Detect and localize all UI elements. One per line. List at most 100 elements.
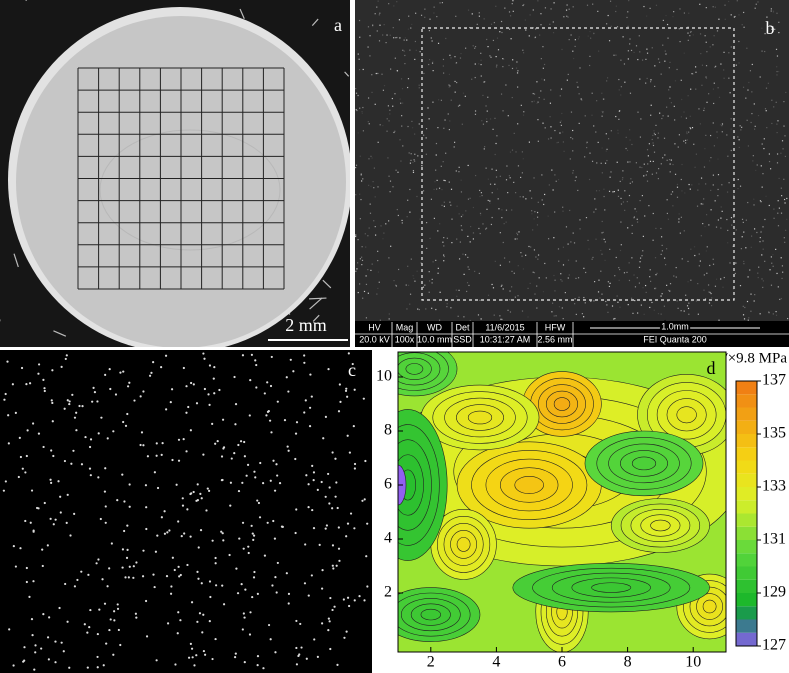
particle xyxy=(141,431,143,433)
speck xyxy=(764,219,765,220)
colorbar-band xyxy=(736,500,757,513)
speck xyxy=(612,191,613,192)
particle xyxy=(243,441,245,443)
speck xyxy=(461,180,462,181)
speck xyxy=(742,24,743,25)
speck xyxy=(609,286,610,287)
speck xyxy=(606,160,607,161)
speck xyxy=(410,294,411,295)
speck xyxy=(554,174,555,175)
speck xyxy=(617,162,618,163)
speck xyxy=(422,57,423,58)
speck xyxy=(782,265,783,266)
speck xyxy=(449,74,450,75)
speck xyxy=(562,307,563,308)
particle xyxy=(292,370,294,372)
speck xyxy=(523,52,524,53)
speck xyxy=(567,16,568,17)
speck xyxy=(608,138,609,139)
speck xyxy=(729,262,730,263)
speck xyxy=(776,273,777,274)
particle xyxy=(237,592,239,594)
speck xyxy=(614,275,615,276)
speck xyxy=(489,203,490,204)
speck xyxy=(390,35,391,36)
speck xyxy=(456,238,457,239)
speck xyxy=(496,176,497,177)
speck xyxy=(720,124,721,125)
speck xyxy=(561,113,562,114)
particle xyxy=(146,635,148,637)
particle xyxy=(57,480,59,482)
speck xyxy=(778,71,779,72)
speck xyxy=(537,259,538,260)
speck xyxy=(677,184,678,185)
particle xyxy=(243,616,245,618)
colorbar-band xyxy=(736,487,757,500)
particle xyxy=(129,566,131,568)
particle xyxy=(329,486,331,488)
speck xyxy=(495,143,496,144)
particle xyxy=(89,609,91,611)
speck xyxy=(682,258,683,259)
particle xyxy=(365,555,367,557)
speck xyxy=(602,221,603,222)
speck xyxy=(515,297,516,298)
speck xyxy=(650,269,651,270)
speck xyxy=(622,170,623,171)
particle xyxy=(358,595,360,597)
speck xyxy=(677,197,678,198)
particle xyxy=(48,658,50,660)
particle xyxy=(71,394,73,396)
speck xyxy=(626,17,627,18)
particle xyxy=(248,552,250,554)
speck xyxy=(765,196,766,197)
particle xyxy=(338,526,340,528)
speck xyxy=(723,69,724,70)
speck xyxy=(443,161,444,162)
colorbar-band xyxy=(736,553,757,566)
speck xyxy=(772,254,773,255)
speck xyxy=(647,181,648,182)
speck xyxy=(667,160,668,161)
speck xyxy=(689,35,690,36)
speck xyxy=(743,263,744,264)
particle xyxy=(348,605,350,607)
particle xyxy=(234,656,236,658)
speck xyxy=(558,248,559,249)
speck xyxy=(639,35,640,36)
speck xyxy=(579,36,580,37)
speck xyxy=(481,75,482,76)
speck xyxy=(691,301,692,302)
speck xyxy=(684,230,685,231)
speck xyxy=(690,89,691,90)
speck xyxy=(411,24,412,25)
particle xyxy=(325,496,327,498)
particle xyxy=(251,354,253,356)
speck xyxy=(618,79,619,80)
speck xyxy=(784,135,785,136)
speck xyxy=(760,201,761,202)
speck xyxy=(755,8,756,9)
speck xyxy=(575,46,576,47)
speck xyxy=(437,273,438,274)
particle xyxy=(322,437,324,439)
particle xyxy=(122,548,124,550)
speck xyxy=(541,58,542,59)
speck xyxy=(429,19,430,20)
speck xyxy=(499,315,500,316)
speck xyxy=(454,142,455,143)
speck xyxy=(518,265,519,266)
particle xyxy=(97,666,99,668)
speck xyxy=(653,240,654,241)
particle xyxy=(309,373,311,375)
speck xyxy=(646,292,647,293)
speck xyxy=(757,164,758,165)
speck xyxy=(467,236,468,237)
particle xyxy=(68,667,70,669)
speck xyxy=(494,118,495,119)
speck xyxy=(462,124,463,125)
speck xyxy=(509,261,510,262)
speck xyxy=(624,272,625,273)
speck xyxy=(718,174,719,175)
